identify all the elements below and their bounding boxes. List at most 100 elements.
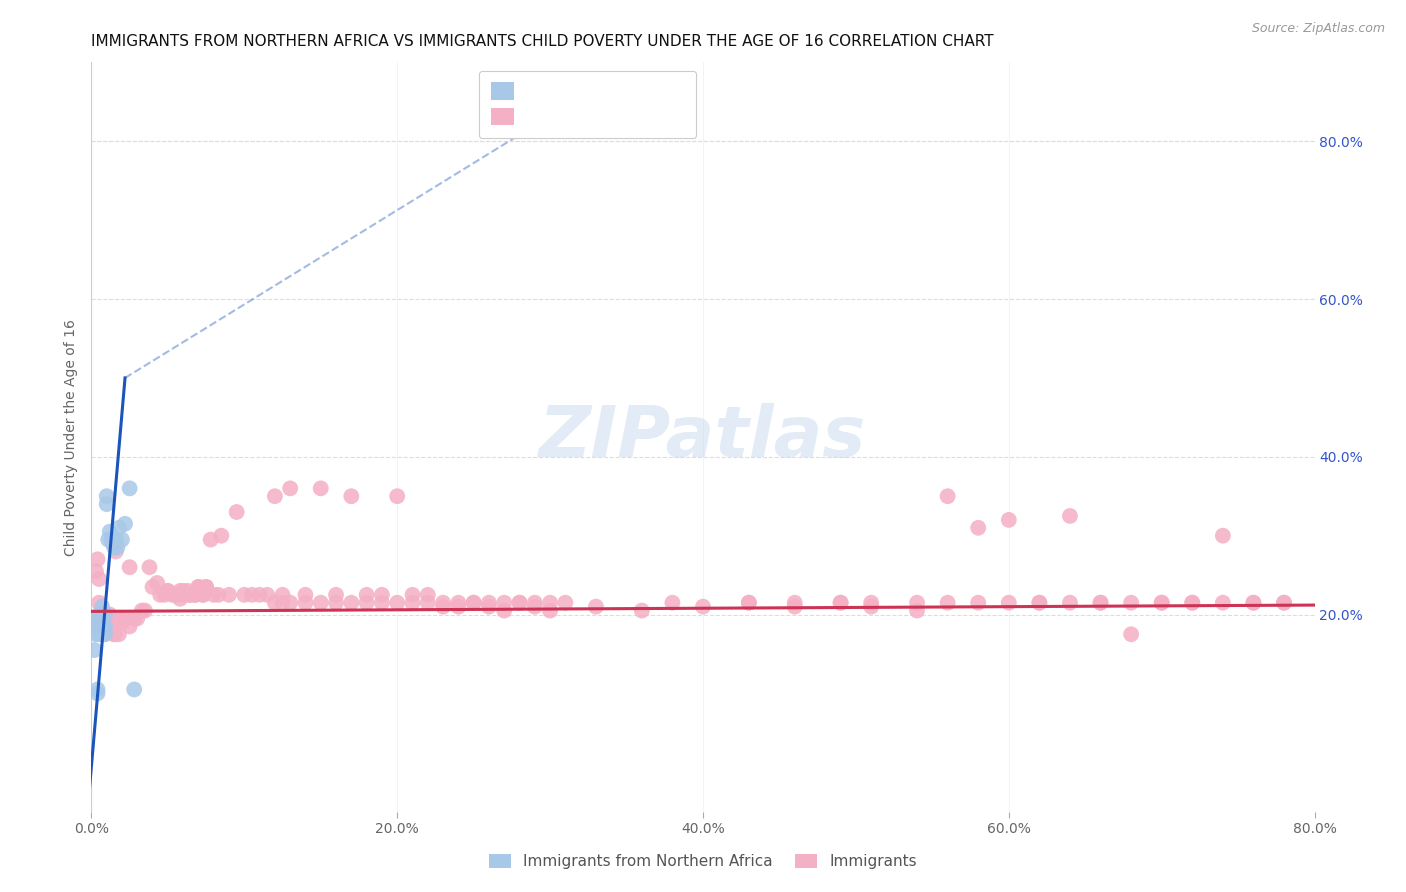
Text: N =: N = xyxy=(591,87,627,105)
Point xyxy=(177,588,200,602)
Point xyxy=(738,596,761,610)
Point xyxy=(278,596,301,610)
Point xyxy=(91,599,114,614)
Point xyxy=(83,619,105,633)
Point xyxy=(172,583,194,598)
Point xyxy=(207,588,229,602)
Point xyxy=(90,619,112,633)
Point xyxy=(91,619,114,633)
Point xyxy=(1243,596,1265,610)
Point xyxy=(94,619,117,633)
Point xyxy=(111,611,134,625)
Point xyxy=(998,513,1021,527)
Point xyxy=(225,505,247,519)
Point xyxy=(103,627,125,641)
Point xyxy=(1090,596,1112,610)
Point xyxy=(87,619,110,633)
Point xyxy=(146,576,169,591)
Point xyxy=(860,596,883,610)
Point xyxy=(191,588,214,602)
Point xyxy=(91,611,114,625)
Point xyxy=(209,529,232,543)
Point xyxy=(233,588,256,602)
Point xyxy=(692,599,714,614)
Point xyxy=(278,481,301,495)
Point xyxy=(187,580,209,594)
Text: R =: R = xyxy=(502,87,538,105)
Point xyxy=(1150,596,1173,610)
Point xyxy=(91,619,114,633)
Point xyxy=(97,533,120,547)
Point xyxy=(385,489,409,503)
Point xyxy=(200,533,222,547)
Point xyxy=(1028,596,1050,610)
Point xyxy=(184,588,207,602)
Point xyxy=(165,588,187,602)
Text: 38: 38 xyxy=(623,87,645,105)
Point xyxy=(401,596,423,610)
Point xyxy=(661,596,683,610)
Point xyxy=(494,596,516,610)
Point xyxy=(1121,596,1143,610)
Point xyxy=(432,596,454,610)
Point xyxy=(94,607,117,622)
Point xyxy=(93,627,115,641)
Point xyxy=(87,596,110,610)
Point xyxy=(177,583,200,598)
Point xyxy=(169,583,191,598)
Point xyxy=(1272,596,1295,610)
Point xyxy=(264,596,287,610)
Point xyxy=(96,615,118,630)
Point xyxy=(195,580,218,594)
Point xyxy=(87,611,110,625)
Point xyxy=(371,588,394,602)
Point xyxy=(127,611,149,625)
Point xyxy=(86,619,108,633)
Point xyxy=(96,619,118,633)
Point xyxy=(94,607,117,622)
Point xyxy=(84,627,107,641)
Point xyxy=(631,604,654,618)
Point xyxy=(91,611,114,625)
Point xyxy=(523,599,546,614)
Point xyxy=(149,588,172,602)
Point xyxy=(325,588,347,602)
Point xyxy=(169,591,191,606)
Point xyxy=(84,564,107,578)
Point xyxy=(90,611,112,625)
Point xyxy=(118,481,141,495)
Point xyxy=(86,682,108,697)
Point xyxy=(97,611,120,625)
Point xyxy=(202,588,225,602)
Text: N =: N = xyxy=(591,115,627,133)
Point xyxy=(967,521,990,535)
Point xyxy=(538,604,561,618)
Point xyxy=(103,541,125,555)
Point xyxy=(967,596,990,610)
Point xyxy=(93,619,115,633)
Point xyxy=(509,596,531,610)
Point xyxy=(86,686,108,700)
Point xyxy=(101,611,124,625)
Text: 0.661: 0.661 xyxy=(537,87,589,105)
Point xyxy=(108,521,131,535)
Point xyxy=(240,588,263,602)
Y-axis label: Child Poverty Under the Age of 16: Child Poverty Under the Age of 16 xyxy=(63,318,77,556)
Point xyxy=(90,607,112,622)
Point xyxy=(905,604,928,618)
Point xyxy=(264,489,287,503)
Point xyxy=(180,588,202,602)
Point xyxy=(156,583,179,598)
Point xyxy=(416,588,439,602)
Point xyxy=(554,596,576,610)
Point xyxy=(156,583,179,598)
Point xyxy=(118,560,141,574)
Point xyxy=(256,588,278,602)
Point xyxy=(90,619,112,633)
Point xyxy=(830,596,852,610)
Text: 0.036: 0.036 xyxy=(537,115,589,133)
Point xyxy=(105,611,128,625)
Point xyxy=(96,497,118,511)
Point xyxy=(783,599,806,614)
Point xyxy=(936,489,959,503)
